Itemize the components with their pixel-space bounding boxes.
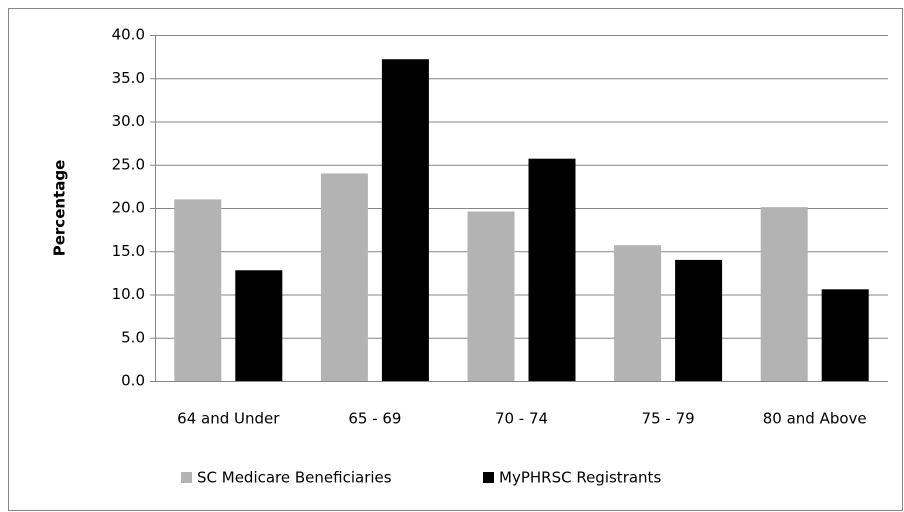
y-tick-label: 10.0 bbox=[112, 285, 145, 303]
x-tick-label: 80 and Above bbox=[763, 410, 867, 428]
y-tick-label: 40.0 bbox=[112, 26, 145, 44]
bar bbox=[675, 259, 723, 381]
bar bbox=[528, 158, 576, 381]
x-tick-label: 70 - 74 bbox=[495, 410, 548, 428]
x-tick-label: 65 - 69 bbox=[348, 410, 401, 428]
bar bbox=[174, 199, 222, 381]
bar bbox=[821, 289, 869, 381]
legend-label: MyPHRSC Registrants bbox=[499, 469, 661, 487]
y-tick-label: 0.0 bbox=[121, 372, 145, 390]
y-axis-label: Percentage bbox=[51, 160, 69, 257]
y-tick-label: 35.0 bbox=[112, 69, 145, 87]
bar bbox=[320, 173, 368, 381]
legend-swatch bbox=[181, 472, 192, 483]
legend-label: SC Medicare Beneficiaries bbox=[197, 469, 392, 487]
chart-border bbox=[8, 8, 903, 511]
x-tick-label: 64 and Under bbox=[177, 410, 280, 428]
bar bbox=[760, 207, 808, 381]
y-tick-label: 25.0 bbox=[112, 155, 145, 173]
y-tick-label: 20.0 bbox=[112, 199, 145, 217]
bar bbox=[614, 245, 662, 381]
y-tick-label: 5.0 bbox=[121, 328, 145, 346]
x-tick-label: 75 - 79 bbox=[642, 410, 695, 428]
bar bbox=[381, 59, 429, 381]
bar bbox=[467, 211, 515, 381]
y-tick-label: 30.0 bbox=[112, 112, 145, 130]
legend-swatch bbox=[483, 472, 494, 483]
y-tick-label: 15.0 bbox=[112, 242, 145, 260]
bar bbox=[235, 270, 283, 381]
